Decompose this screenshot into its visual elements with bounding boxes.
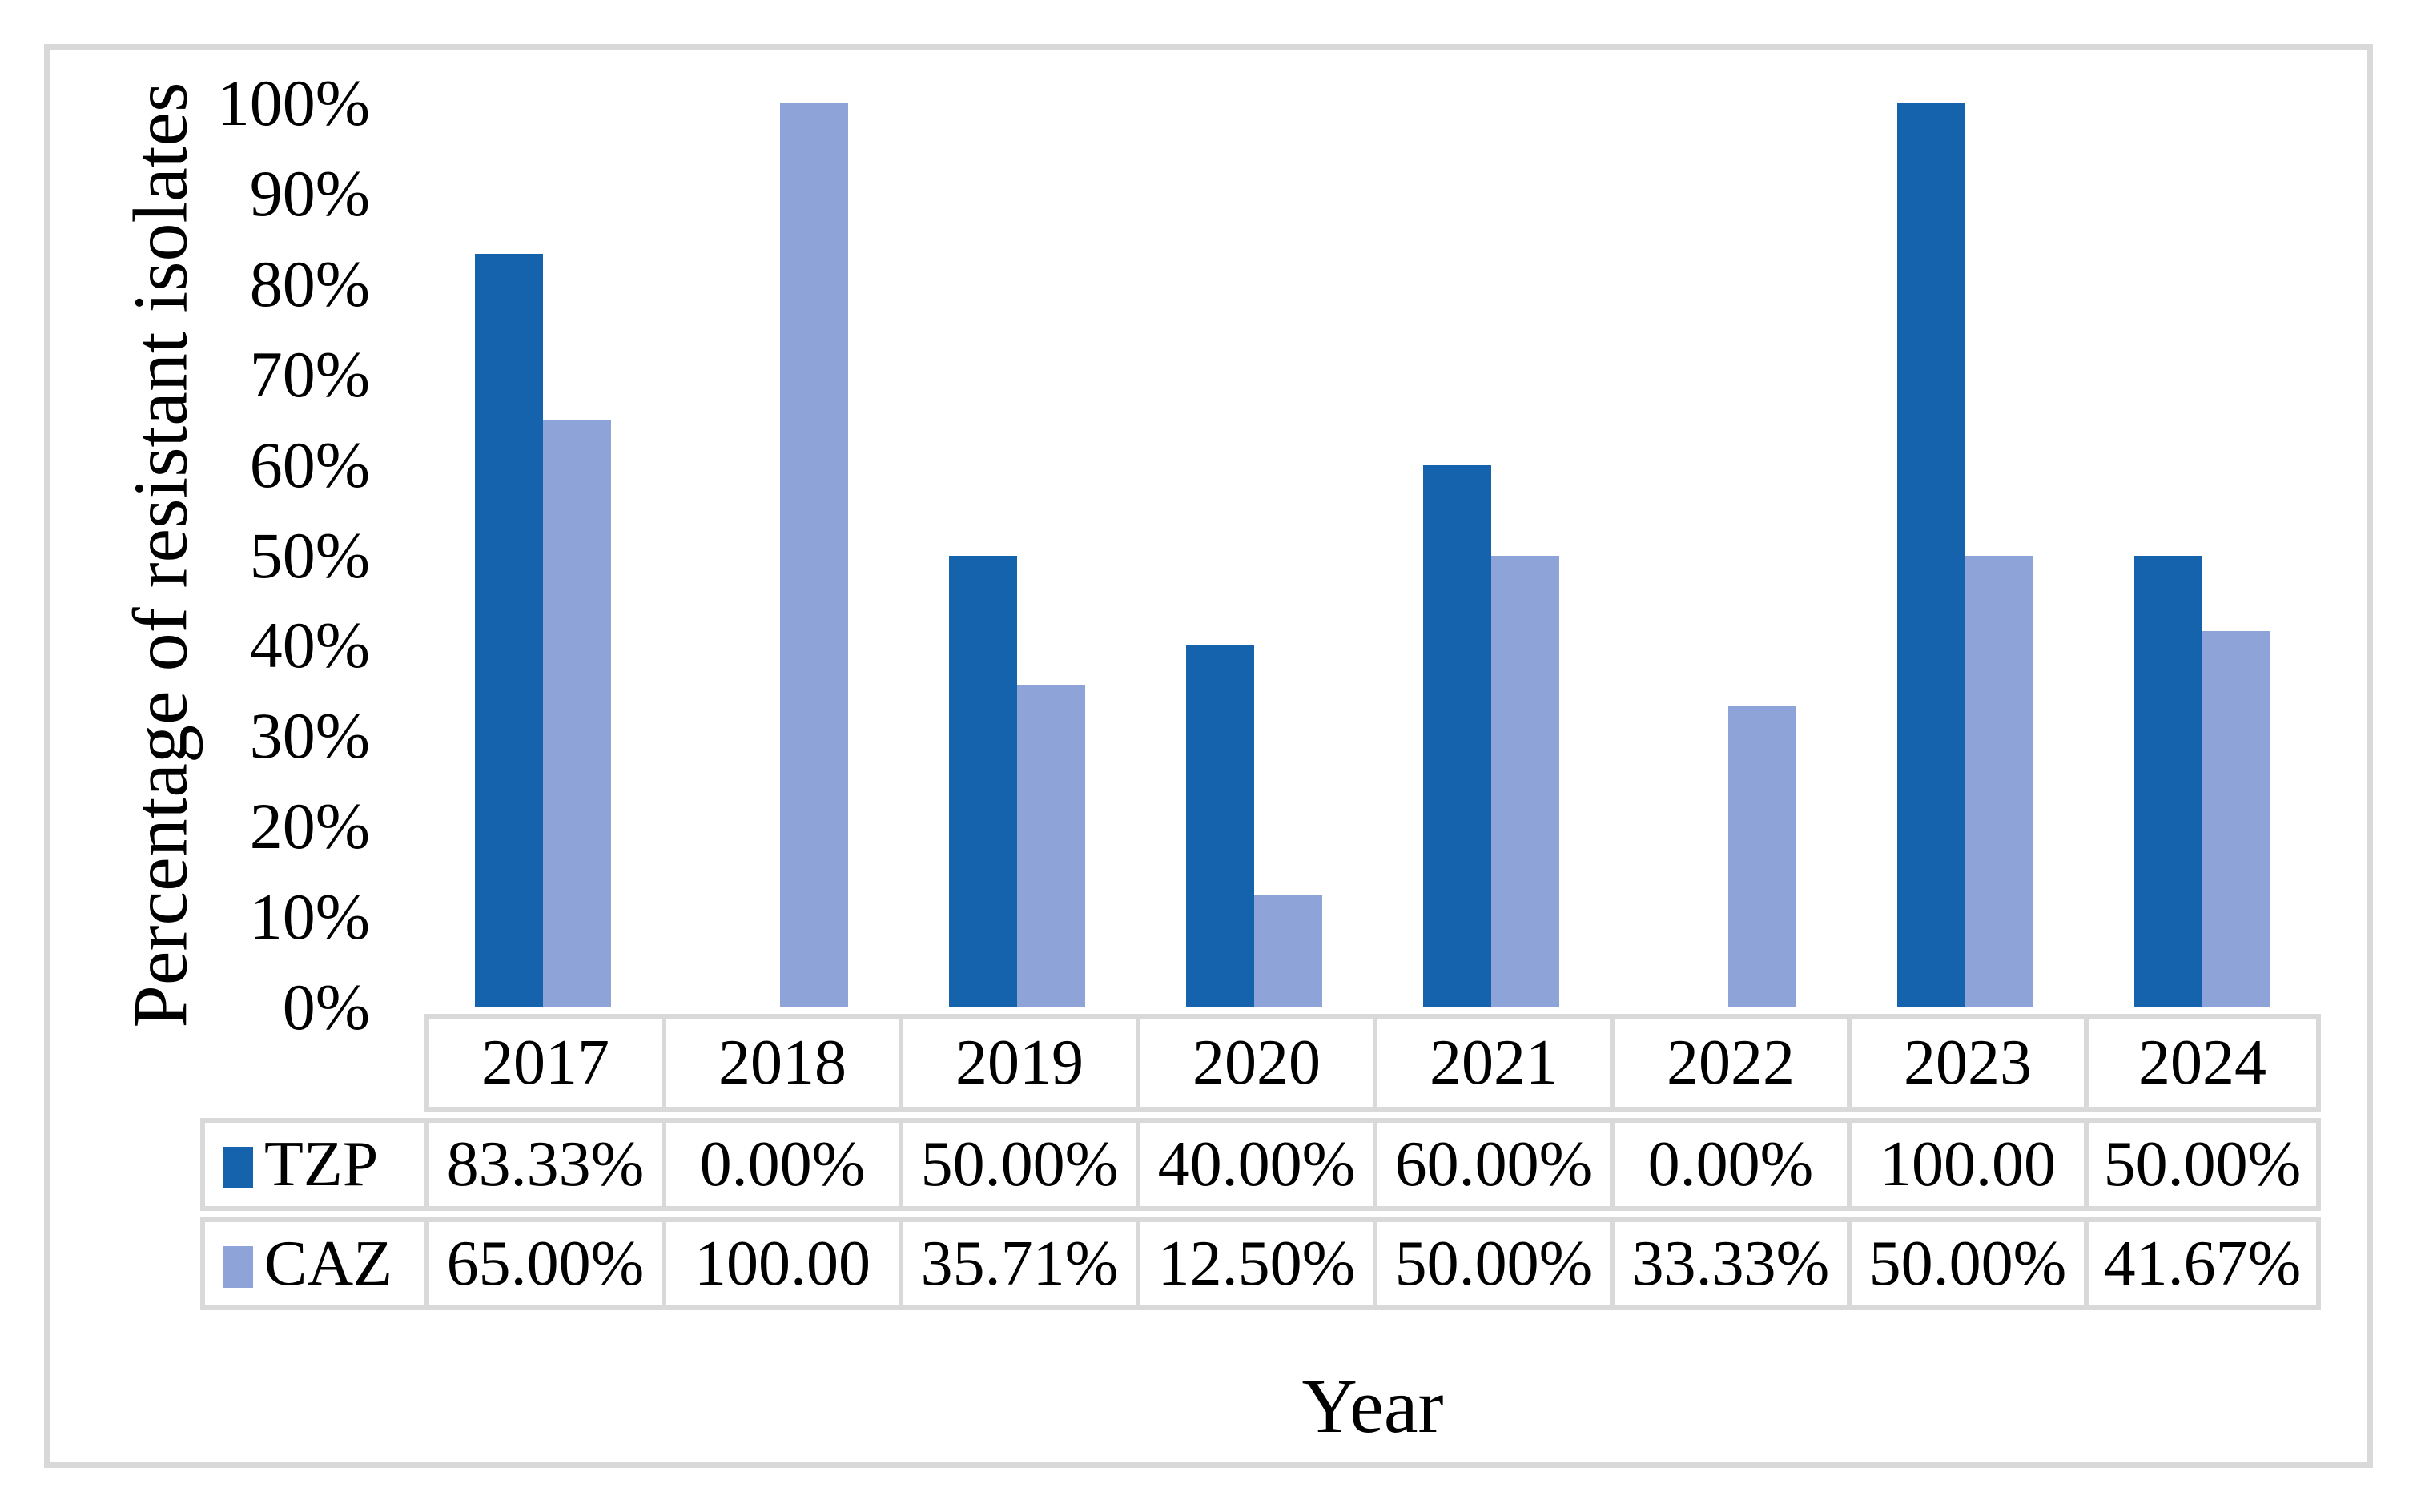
tzp-value-2023: 100.00 — [1847, 1118, 2084, 1211]
y-tick-60: 60% — [249, 428, 370, 501]
table-row-caz: CAZ 65.00% 100.00 35.71% 12.50% 50.00% 3… — [200, 1217, 2321, 1310]
bar-caz-2022 — [1728, 706, 1796, 1007]
y-tick-20: 20% — [249, 790, 370, 863]
tzp-label: TZP — [264, 1128, 379, 1200]
caz-value-2020: 12.50% — [1136, 1217, 1373, 1310]
year-header-2021: 2021 — [1373, 1014, 1610, 1112]
bar-tzp-2017 — [475, 254, 543, 1007]
y-tick-90: 90% — [249, 156, 370, 230]
caz-value-2023: 50.00% — [1847, 1217, 2084, 1310]
caz-legend-key — [223, 1245, 253, 1288]
y-tick-100: 100% — [216, 66, 370, 139]
tzp-value-2020: 40.00% — [1136, 1118, 1373, 1211]
tzp-value-2018: 0.00% — [662, 1118, 899, 1211]
caz-value-2019: 35.71% — [899, 1217, 1136, 1310]
category-column-2020 — [1136, 103, 1373, 1007]
caz-value-2024: 41.67% — [2084, 1217, 2321, 1310]
year-header-2023: 2023 — [1847, 1014, 2084, 1112]
category-column-2024 — [2084, 103, 2321, 1007]
tzp-value-2024: 50.00% — [2084, 1118, 2321, 1211]
tzp-value-2022: 0.00% — [1610, 1118, 1847, 1211]
plot-area — [424, 103, 2321, 1007]
y-tick-10: 10% — [249, 880, 370, 954]
table-year-header-row: 2017 2018 2019 2020 2021 2022 2023 2024 — [200, 1014, 2321, 1112]
year-header-2017: 2017 — [424, 1014, 662, 1112]
bar-caz-2024 — [2202, 630, 2270, 1007]
bar-caz-2017 — [543, 420, 611, 1007]
tzp-value-2021: 60.00% — [1373, 1118, 1610, 1211]
y-tick-30: 30% — [249, 699, 370, 773]
caz-value-2017: 65.00% — [424, 1217, 662, 1310]
table-corner-cell — [200, 1014, 424, 1112]
caz-value-2018: 100.00 — [662, 1217, 899, 1310]
bar-tzp-2024 — [2134, 555, 2202, 1007]
category-column-2023 — [1847, 103, 2084, 1007]
bar-tzp-2020 — [1186, 645, 1254, 1007]
y-tick-40: 40% — [249, 609, 370, 682]
tzp-row-header: TZP — [200, 1118, 424, 1211]
caz-value-2022: 33.33% — [1610, 1217, 1847, 1310]
y-tick-50: 50% — [249, 518, 370, 592]
tzp-legend-key — [223, 1146, 253, 1188]
bar-caz-2019 — [1017, 684, 1085, 1007]
category-column-2019 — [899, 103, 1136, 1007]
category-column-2021 — [1373, 103, 1610, 1007]
bar-caz-2020 — [1254, 894, 1322, 1007]
bar-tzp-2023 — [1897, 103, 1965, 1007]
x-axis-title: Year — [1301, 1363, 1444, 1449]
bar-caz-2018 — [780, 103, 848, 1007]
category-column-2022 — [1610, 103, 1847, 1007]
year-header-2019: 2019 — [899, 1014, 1136, 1112]
caz-label: CAZ — [264, 1228, 392, 1299]
bar-caz-2021 — [1491, 555, 1559, 1007]
caz-row-header: CAZ — [200, 1217, 424, 1310]
bar-caz-2023 — [1965, 555, 2033, 1007]
category-column-2018 — [662, 103, 899, 1007]
year-header-2018: 2018 — [662, 1014, 899, 1112]
bar-tzp-2021 — [1423, 464, 1491, 1007]
year-header-2020: 2020 — [1136, 1014, 1373, 1112]
year-header-2024: 2024 — [2084, 1014, 2321, 1112]
category-column-2017 — [424, 103, 662, 1007]
tzp-value-2017: 83.33% — [424, 1118, 662, 1211]
y-tick-80: 80% — [249, 247, 370, 320]
table-row-tzp: TZP 83.33% 0.00% 50.00% 40.00% 60.00% 0.… — [200, 1118, 2321, 1211]
year-header-2022: 2022 — [1610, 1014, 1847, 1112]
tzp-value-2019: 50.00% — [899, 1118, 1136, 1211]
y-tick-0: 0% — [282, 971, 370, 1044]
y-tick-70: 70% — [249, 337, 370, 411]
data-table: 2017 2018 2019 2020 2021 2022 2023 2024 … — [200, 1007, 2321, 1317]
caz-value-2021: 50.00% — [1373, 1217, 1610, 1310]
bar-tzp-2019 — [949, 555, 1017, 1007]
